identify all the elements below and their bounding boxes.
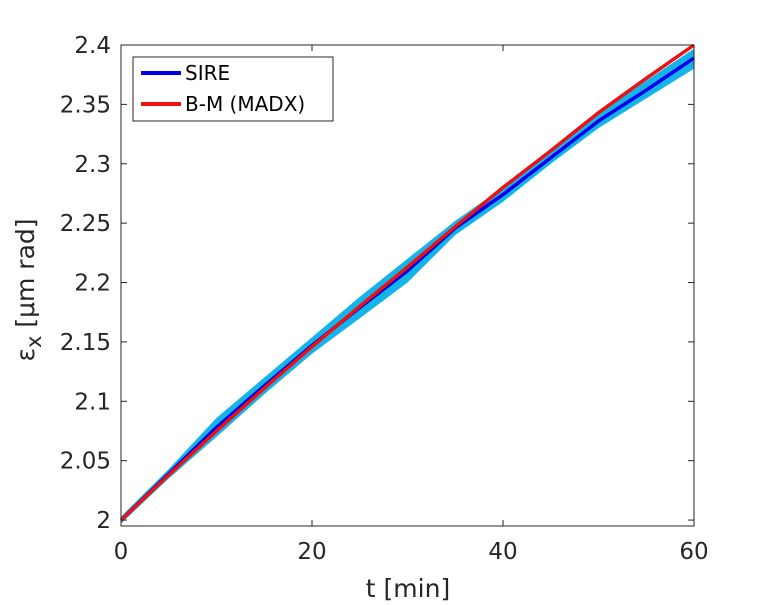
y-axis-label-units: [μm rad] [11,218,40,335]
y-tick-label: 2.3 [74,152,111,178]
series-line-bm-madx [119,43,696,522]
legend: SIRE B-M (MADX) [132,56,334,122]
y-tick-label: 2.2 [74,271,111,297]
x-tick-label: 40 [488,539,517,565]
y-axis-label: εx [μm rad] [11,218,46,361]
series-line-sire [119,56,695,522]
x-axis-label: t [min] [366,574,450,603]
legend-box [132,56,334,122]
y-tick-label: 2.1 [74,389,111,415]
y-tick-label: 2.35 [60,92,111,118]
y-tick-label: 2.4 [74,33,111,59]
y-tick-label: 2.15 [60,330,111,356]
legend-entry-bm-madx: B-M (MADX) [185,92,305,116]
x-tick-label: 20 [297,539,326,565]
y-axis-label-epsilon: ε [11,348,40,362]
plot-area: 0 20 40 60 2 2.05 2.1 2.15 2.2 2.25 2.3 2.35 2.4 [60,33,709,565]
y-tick-label: 2.25 [60,211,111,237]
y-tick-label: 2 [96,508,111,534]
x-tick-label: 0 [114,539,129,565]
y-axis-label-subscript: x [22,336,46,348]
legend-entry-sire: SIRE [185,61,230,85]
y-tick-label: 2.05 [60,449,111,475]
axes-box [120,44,695,527]
x-tick-label: 60 [679,539,708,565]
